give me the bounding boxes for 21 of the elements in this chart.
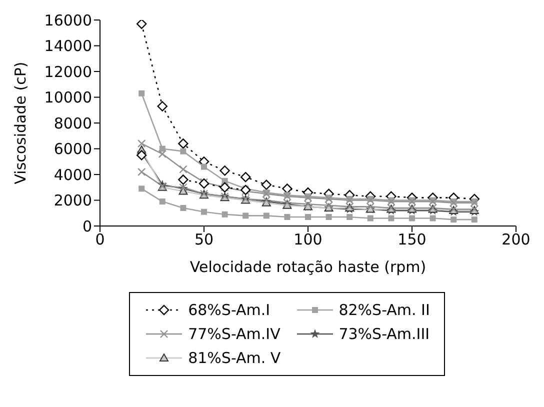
legend-label: 77%S-Am.IV xyxy=(188,325,280,343)
x-tick-label: 0 xyxy=(95,230,105,249)
y-axis-title: Viscosidade (cP) xyxy=(11,62,30,184)
y-tick-label: 0 xyxy=(82,217,92,236)
legend-label: 81%S-Am. V xyxy=(188,349,281,367)
y-tick-label: 10000 xyxy=(44,88,92,107)
y-tick-label: 14000 xyxy=(44,37,92,56)
y-tick-label: 8000 xyxy=(54,114,92,132)
legend-label: 82%S-Am. II xyxy=(338,301,430,319)
x-tick-label: 200 xyxy=(502,230,530,249)
y-tick-label: 4000 xyxy=(54,166,92,184)
y-tick-label: 12000 xyxy=(44,62,92,81)
y-tick-label: 16000 xyxy=(44,11,92,30)
y-tick-label: 6000 xyxy=(54,140,92,158)
x-tick-label: 150 xyxy=(398,230,426,249)
x-tick-label: 100 xyxy=(294,230,322,249)
legend-label: 73%S-Am.III xyxy=(338,325,430,343)
legend-label: 68%S-Am.I xyxy=(188,301,270,319)
x-tick-label: 50 xyxy=(194,230,214,249)
x-axis-title: Velocidade rotação haste (rpm) xyxy=(190,258,426,276)
y-tick-label: 2000 xyxy=(54,192,92,210)
